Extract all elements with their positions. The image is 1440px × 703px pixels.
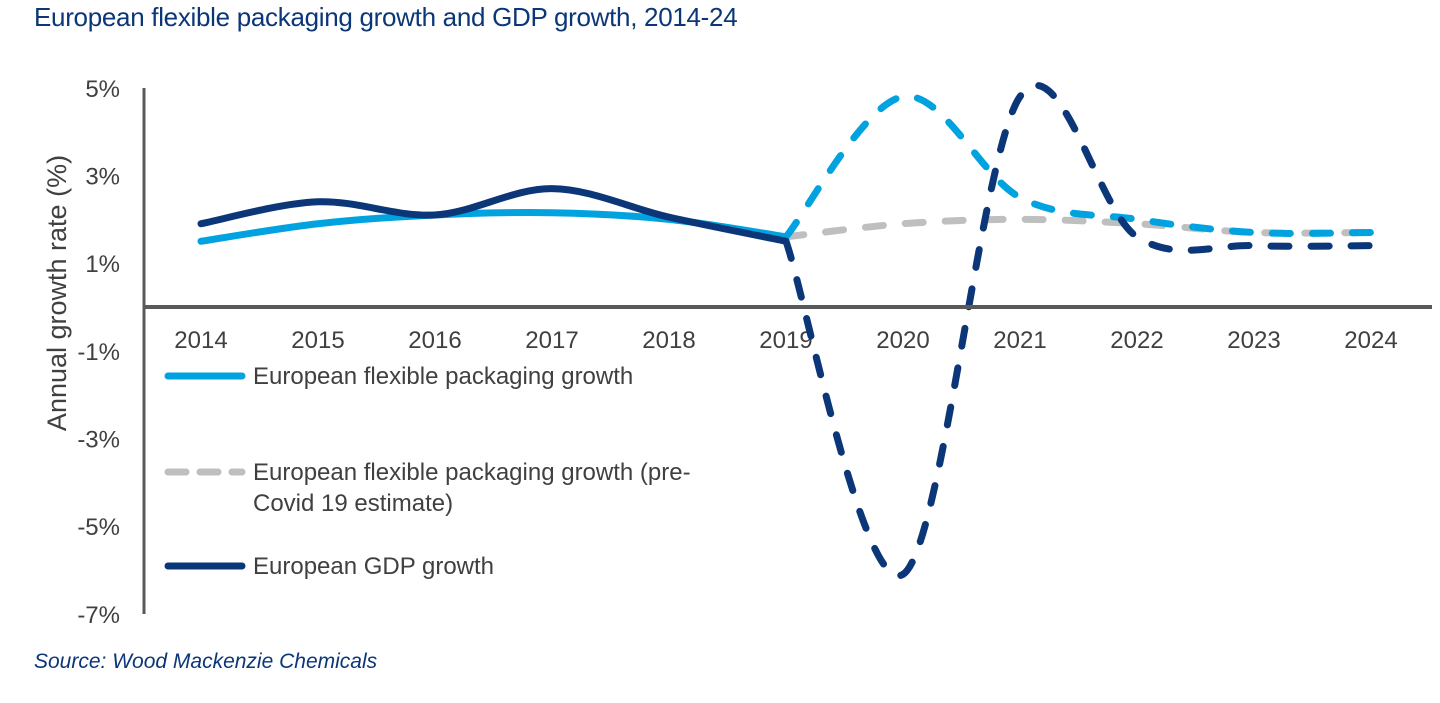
- legend-item: European flexible packaging growth: [164, 363, 633, 390]
- y-axis-label: Annual growth rate (%): [42, 155, 72, 431]
- legend-item: European flexible packaging growth (pre-…: [164, 459, 691, 517]
- y-tick-label: -7%: [77, 602, 120, 629]
- series-line-forecast: [782, 215, 1375, 241]
- x-tick-label: 2023: [1227, 327, 1280, 354]
- source-note: Source: Wood Mackenzie Chemicals: [34, 650, 378, 673]
- legend-label: European GDP growth: [253, 553, 494, 580]
- series-line-forecast: [782, 82, 1375, 580]
- series-0: [197, 93, 1375, 245]
- series-line-forecast: [782, 93, 1375, 241]
- x-tick-label: 2024: [1344, 327, 1397, 354]
- x-tick-label: 2020: [876, 327, 929, 354]
- x-tick-label: 2018: [642, 327, 695, 354]
- legend-label: European flexible packaging growth (pre-: [253, 459, 691, 486]
- y-tick-label: -5%: [77, 514, 120, 541]
- y-tick-label: 1%: [85, 251, 120, 278]
- x-tick-label: 2019: [759, 327, 812, 354]
- y-tick-label: -1%: [77, 339, 120, 366]
- x-tick-label: 2017: [525, 327, 578, 354]
- series-2: [197, 82, 1375, 580]
- legend-item: European GDP growth: [164, 553, 494, 580]
- chart-title: European flexible packaging growth and G…: [34, 2, 738, 32]
- x-tick-label: 2015: [291, 327, 344, 354]
- legend-label-line2: Covid 19 estimate): [253, 490, 453, 517]
- x-tick-label: 2014: [174, 327, 227, 354]
- x-tick-label: 2021: [993, 327, 1046, 354]
- y-tick-label: 5%: [85, 76, 120, 103]
- legend-label: European flexible packaging growth: [253, 363, 633, 390]
- x-tick-label: 2016: [408, 327, 461, 354]
- y-tick-label: 3%: [85, 164, 120, 191]
- y-tick-label: -3%: [77, 427, 120, 454]
- x-tick-label: 2022: [1110, 327, 1163, 354]
- series-line-actual: [197, 185, 790, 245]
